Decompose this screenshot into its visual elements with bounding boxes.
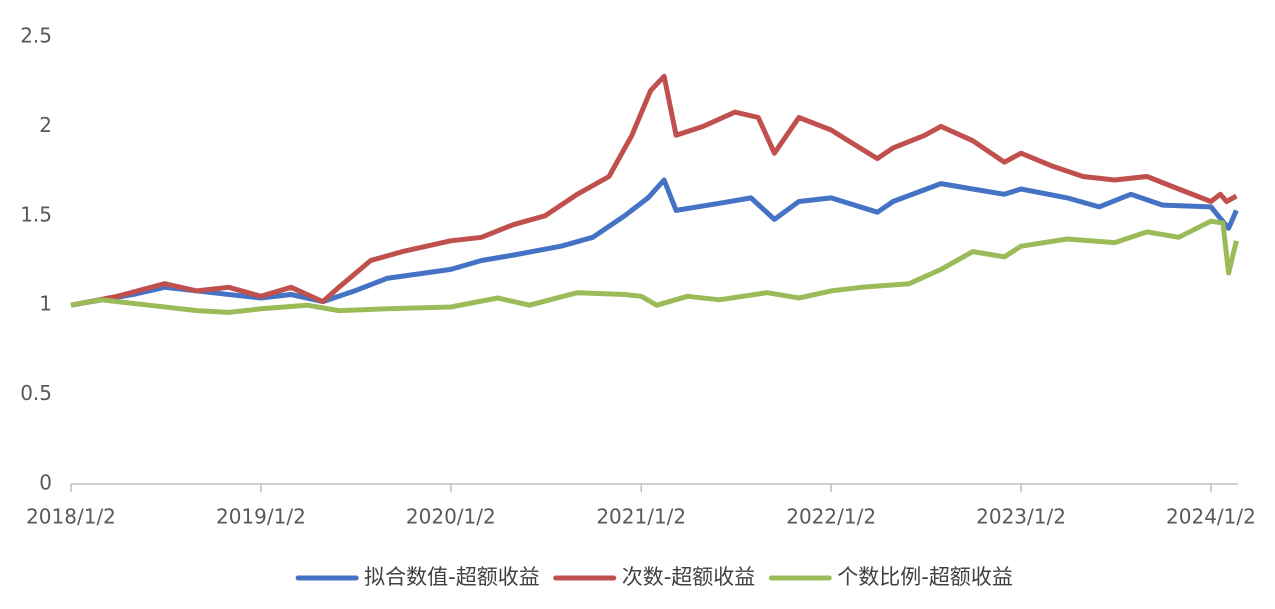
y-tick-label: 0 [39,471,52,495]
x-tick-label: 2019/1/2 [216,505,306,529]
series-line [70,73,1238,308]
x-tick-label: 2022/1/2 [786,505,876,529]
y-tick-label: 0.5 [20,381,52,405]
legend-label: 拟合数值-超额收益 [364,565,540,589]
x-tick-label: 2020/1/2 [406,505,496,529]
x-tick-label: 2024/1/2 [1166,505,1256,529]
series-line [70,177,1239,308]
y-tick-label: 1 [39,292,52,316]
y-tick-label: 2 [39,113,52,137]
legend-label: 个数比例-超额收益 [837,565,1013,589]
x-tick-label: 2018/1/2 [26,505,116,529]
y-tick-label: 2.5 [20,24,52,48]
series-line [70,218,1239,315]
x-tick-label: 2023/1/2 [976,505,1066,529]
legend-label: 次数-超额收益 [622,565,756,589]
x-tick-label: 2021/1/2 [596,505,686,529]
y-tick-label: 1.5 [20,202,52,226]
